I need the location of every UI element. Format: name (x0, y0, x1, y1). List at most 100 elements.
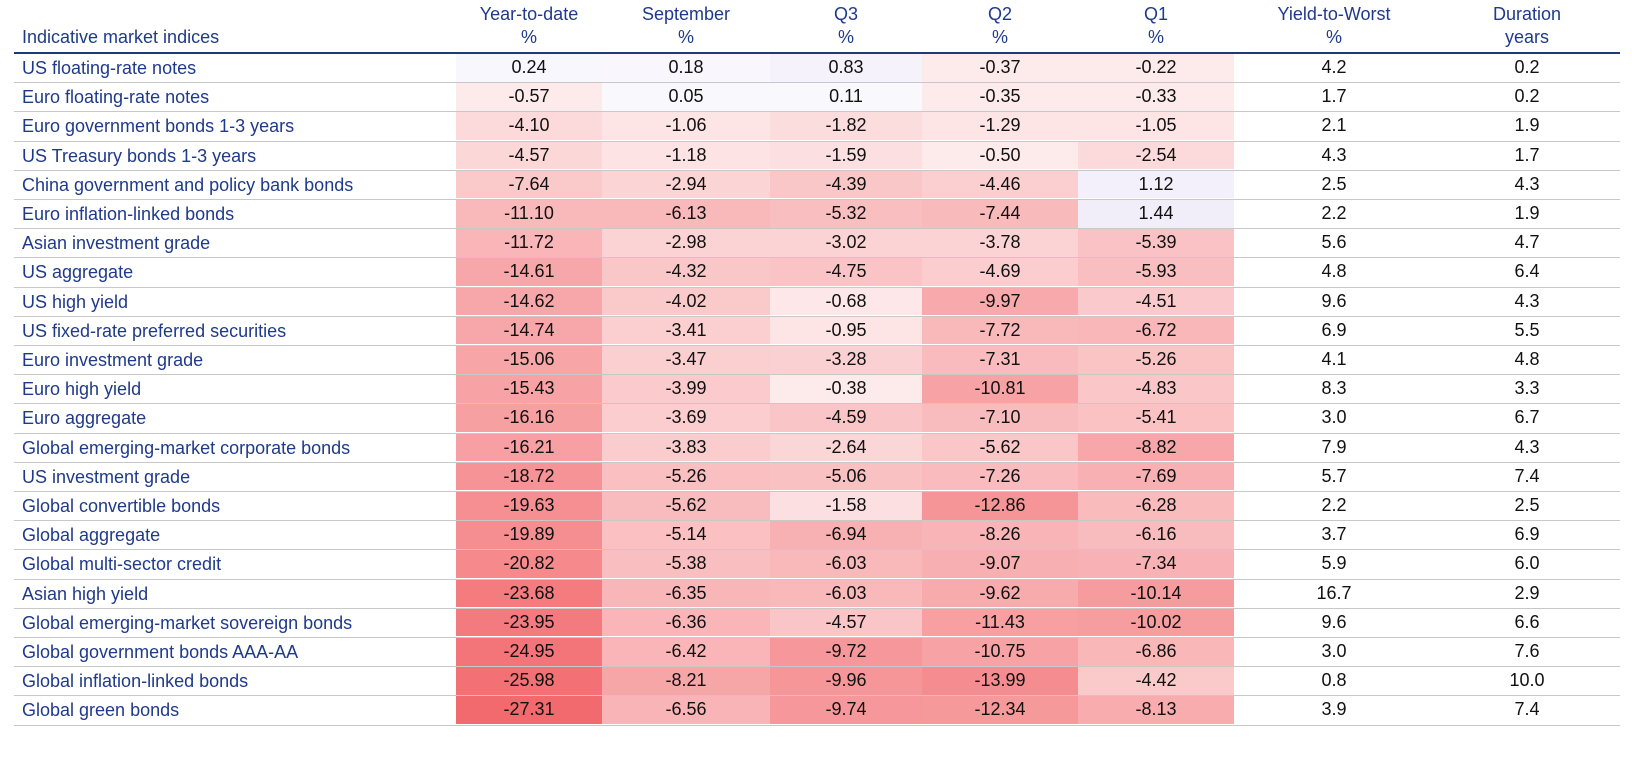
index-name: Euro floating-rate notes (22, 87, 210, 108)
value-cell: 7.9 (1321, 436, 1347, 457)
value-cell: 2.9 (1514, 582, 1540, 603)
index-name: Asian high yield (22, 583, 149, 604)
index-name: Global green bonds (22, 700, 180, 721)
value-cell: 4.3 (1321, 144, 1347, 165)
value-cell: -11.72 (456, 229, 602, 257)
table-row: Global emerging-market sovereign bonds -2… (14, 608, 1620, 638)
value-cell: -6.94 (770, 521, 922, 549)
column-header: Indicative market indices (22, 26, 464, 49)
value-cell: -8.21 (602, 667, 770, 695)
value-cell: -8.82 (1078, 433, 1234, 462)
table-row: Euro investment grade -15.06 -3.47 -3.28 -7.… (14, 346, 1620, 376)
column-header-label: Year-to-date (479, 4, 579, 24)
value-cell: 2.5 (1514, 495, 1540, 515)
value-cell: -3.47 (602, 346, 770, 374)
table-row: Euro aggregate -16.16 -3.69 -4.59 -7.10 -5.41… (14, 404, 1620, 434)
value-cell: -15.43 (456, 375, 602, 403)
index-name: Global inflation-linked bonds (22, 671, 249, 692)
table-row: Euro inflation-linked bonds -11.10 -6.13 -5… (14, 200, 1620, 230)
value-cell: -23.95 (456, 608, 602, 637)
index-name: US fixed-rate preferred securities (22, 320, 287, 341)
value-cell: 0.18 (602, 54, 770, 82)
value-cell: -6.03 (770, 579, 922, 608)
column-header-unit: % (1147, 27, 1164, 47)
value-cell: -10.14 (1078, 579, 1234, 608)
value-cell: 4.8 (1321, 261, 1347, 282)
value-cell: -9.62 (922, 579, 1078, 608)
value-cell: -3.69 (602, 404, 770, 433)
value-cell: -4.51 (1078, 287, 1234, 316)
index-name: Global aggregate (22, 525, 161, 546)
value-cell: -5.06 (770, 462, 922, 491)
table-row: Asian investment grade -11.72 -2.98 -3.02 -3… (14, 229, 1620, 259)
value-cell: 5.9 (1321, 553, 1347, 574)
value-cell: -4.75 (770, 258, 922, 287)
value-cell: -12.86 (922, 492, 1078, 520)
value-cell: -8.26 (922, 521, 1078, 549)
index-name: US investment grade (22, 466, 191, 487)
value-cell: -5.26 (1078, 346, 1234, 374)
value-cell: -2.94 (602, 170, 770, 199)
table-row: Asian high yield -23.68 -6.35 -6.03 -9.62 -10… (14, 579, 1620, 609)
value-cell: 4.3 (1514, 290, 1540, 311)
value-cell: -14.61 (456, 258, 602, 287)
table-row: US floating-rate notes 0.24 0.18 0.83 -0.37-… (14, 54, 1620, 84)
value-cell: -10.75 (922, 638, 1078, 666)
value-cell: 3.7 (1321, 524, 1347, 545)
table-row: China government and policy bank bonds -7… (14, 170, 1620, 200)
value-cell: -24.95 (456, 638, 602, 666)
value-cell: 0.24 (456, 54, 602, 82)
value-cell: -9.96 (770, 667, 922, 695)
value-cell: 0.2 (1514, 86, 1540, 107)
value-cell: 6.9 (1514, 524, 1540, 545)
index-name: Global multi-sector credit (22, 554, 222, 575)
value-cell: -3.78 (922, 229, 1078, 257)
table-row: Global government bonds AAA-AA -24.95 -6.4… (14, 638, 1620, 668)
value-cell: -0.68 (770, 287, 922, 316)
value-cell: -4.10 (456, 112, 602, 141)
value-cell: -1.59 (770, 141, 922, 170)
value-cell: -27.31 (456, 696, 602, 725)
value-cell: 9.6 (1321, 611, 1347, 632)
value-cell: 0.83 (770, 54, 922, 82)
table-row: Global emerging-market corporate bonds -1… (14, 433, 1620, 463)
value-cell: -0.22 (1078, 54, 1234, 82)
value-cell: 4.1 (1321, 349, 1347, 369)
index-name: Global emerging-market corporate bonds (22, 437, 351, 458)
index-name: US Treasury bonds 1-3 years (22, 145, 257, 166)
value-cell: -2.64 (770, 433, 922, 462)
value-cell: -4.32 (602, 258, 770, 287)
value-cell: -4.42 (1078, 667, 1234, 695)
index-name: Euro aggregate (22, 408, 147, 429)
value-cell: -13.99 (922, 667, 1078, 695)
value-cell: 6.6 (1514, 611, 1540, 632)
value-cell: -0.33 (1078, 83, 1234, 111)
value-cell: -8.13 (1078, 696, 1234, 725)
index-name: Euro high yield (22, 379, 142, 400)
value-cell: -25.98 (456, 667, 602, 695)
value-cell: -19.89 (456, 521, 602, 549)
table-row: Euro floating-rate notes -0.57 0.05 0.11 -0.… (14, 83, 1620, 113)
value-cell: 1.9 (1514, 115, 1540, 136)
value-cell: -5.93 (1078, 258, 1234, 287)
value-cell: -14.62 (456, 287, 602, 316)
value-cell: 1.44 (1078, 200, 1234, 228)
value-cell: -4.57 (456, 141, 602, 170)
table-row: Global multi-sector credit -20.82 -5.38 -6.… (14, 550, 1620, 580)
value-cell: 2.1 (1321, 115, 1347, 136)
column-header-label: Yield-to-Worst (1277, 4, 1391, 24)
value-cell: 3.3 (1514, 378, 1540, 399)
index-name: US high yield (22, 291, 129, 312)
column-header-unit: % (1325, 27, 1342, 47)
column-header-label: Q3 (833, 4, 858, 24)
value-cell: -18.72 (456, 462, 602, 491)
value-cell: -3.28 (770, 346, 922, 374)
value-cell: 16.7 (1316, 582, 1352, 603)
value-cell: 6.7 (1514, 407, 1540, 428)
value-cell: -3.02 (770, 229, 922, 257)
value-cell: 1.7 (1514, 144, 1540, 165)
value-cell: 7.4 (1514, 699, 1540, 720)
column-header-unit: % (991, 27, 1008, 47)
value-cell: -0.35 (922, 83, 1078, 111)
table-row: Global green bonds -27.31 -6.56 -9.74 -12.34… (14, 696, 1620, 726)
